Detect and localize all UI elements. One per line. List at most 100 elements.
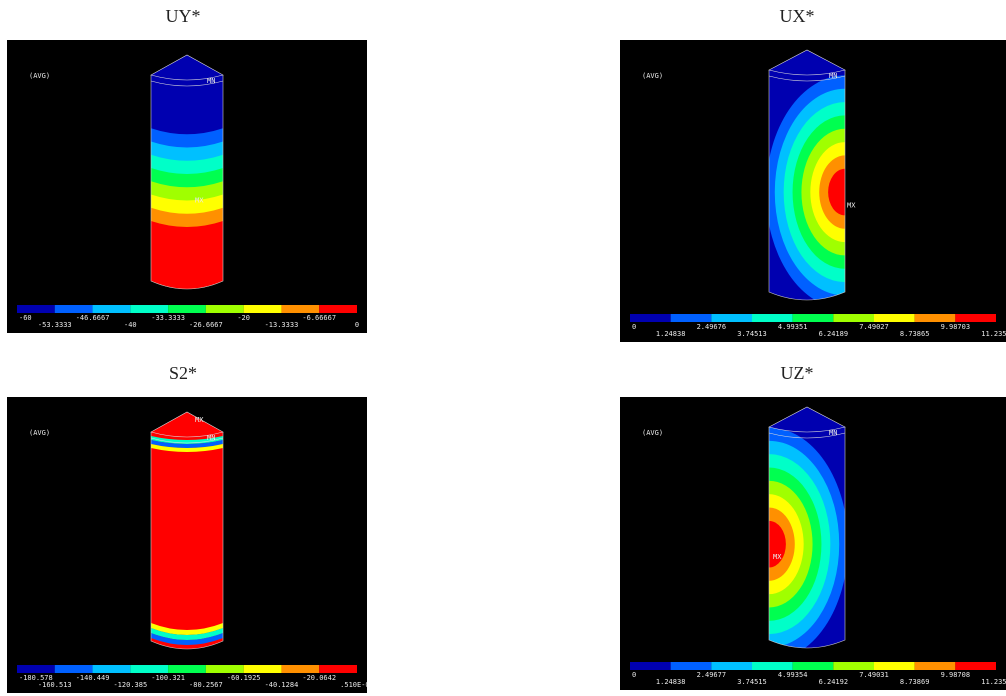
legend-swatch: [792, 314, 834, 322]
legend-label: -33.3333: [151, 314, 185, 322]
legend-label: 9.98708: [941, 671, 971, 679]
legend-swatch: [630, 662, 671, 670]
legend-label: 8.73865: [900, 330, 930, 338]
avg-label: (AVG): [642, 429, 663, 437]
contour-plot: (AVG) MN MX 0 1.24838 2.49677 3.74515 4.99354 6.…: [620, 397, 1006, 690]
legend-swatch: [955, 314, 996, 322]
min-marker: MN: [829, 72, 837, 80]
legend-swatch: [281, 665, 320, 673]
legend-label: 0: [355, 321, 359, 329]
cylinder-ring: [150, 437, 224, 444]
contour-band: [151, 623, 223, 635]
legend-swatch: [92, 665, 131, 673]
legend-swatch: [243, 305, 282, 313]
legend-swatch: [17, 665, 55, 673]
legend-swatch: [914, 314, 956, 322]
legend-swatch: [168, 305, 206, 313]
legend-swatch: [833, 314, 874, 322]
legend-swatch: [205, 665, 244, 673]
legend-swatch: [711, 662, 752, 670]
legend-label: 0: [632, 323, 636, 331]
legend-swatch: [833, 662, 874, 670]
legend-swatch: [130, 665, 169, 673]
avg-label: (AVG): [642, 72, 663, 80]
legend-swatch: [168, 665, 206, 673]
legend-label: -180.578: [19, 674, 53, 682]
legend-label: 3.74515: [737, 678, 767, 686]
panel-title: UZ*: [780, 363, 814, 383]
panel-title: S2*: [168, 363, 197, 383]
contour-band: [151, 432, 223, 649]
legend-label: -100.321: [151, 674, 185, 682]
contour-plot: (AVG) MN MX -60 -53.3333 -46.6667 -40 -33.3333 -…: [7, 40, 367, 333]
cylinder-outline: [768, 427, 846, 649]
legend-swatch: [54, 665, 93, 673]
legend-label: -60: [19, 314, 32, 322]
contour-plot: (AVG) MN MX 0 1.24838 2.49676 3.74513 4.99351 6.…: [620, 40, 1006, 342]
legend-label: 1.24838: [656, 330, 686, 338]
max-marker: MX: [847, 202, 856, 210]
legend-label: -40: [124, 321, 137, 329]
legend-swatch: [319, 305, 357, 313]
legend-label: -46.6667: [76, 314, 110, 322]
legend-swatch: [955, 662, 996, 670]
max-marker: MX: [773, 553, 782, 561]
legend-label: -6.66667: [302, 314, 336, 322]
legend-label: -20: [237, 314, 250, 322]
contour-band: [769, 507, 795, 581]
legend-label: 1.24838: [656, 678, 686, 686]
max-marker: MX: [195, 197, 204, 205]
cylinder-outline: [150, 75, 224, 290]
contour-band: [819, 155, 845, 229]
legend-label: -13.3333: [265, 321, 299, 329]
legend-swatch: [752, 662, 793, 670]
legend-swatch: [243, 665, 282, 673]
avg-label: (AVG): [29, 72, 50, 80]
legend-label: 2.49677: [697, 671, 727, 679]
contour-band: [151, 633, 223, 645]
legend-label: -20.0642: [302, 674, 336, 682]
contour-band: [151, 221, 223, 289]
legend-label: -160.513: [38, 681, 72, 689]
legend-label: 4.99354: [778, 671, 808, 679]
cylinder-body: [151, 75, 223, 289]
legend-label: 6.24192: [819, 678, 849, 686]
min-marker: MN: [829, 429, 837, 437]
legend-label: 2.49676: [697, 323, 727, 331]
legend-swatch: [670, 314, 712, 322]
cylinder-body: [769, 427, 845, 648]
contour-band: [151, 444, 223, 452]
cylinder-ring: [768, 432, 846, 439]
legend-label: 7.49031: [859, 671, 889, 679]
legend-swatch: [281, 305, 320, 313]
legend-label: 11.2355: [981, 678, 1006, 686]
contour-band: [151, 628, 223, 640]
legend-swatch: [630, 314, 671, 322]
legend-label: 11.2354: [981, 330, 1006, 338]
legend-label: -40.1284: [265, 681, 299, 689]
legend-label: -60.1925: [227, 674, 261, 682]
legend-label: -140.449: [76, 674, 110, 682]
contour-plot: (AVG) MN MX -180.578-160.513 -140.449-120.38…: [7, 397, 367, 693]
legend-label: -120.385: [113, 681, 147, 689]
legend-label: 4.99351: [778, 323, 808, 331]
legend-label: -80.2567: [189, 681, 223, 689]
legend-label: 3.74513: [737, 330, 767, 338]
legend-swatch: [92, 305, 131, 313]
legend-swatch: [319, 665, 357, 673]
legend-label: 7.49027: [859, 323, 889, 331]
legend-label: -53.3333: [38, 321, 72, 329]
legend-swatch: [874, 314, 915, 322]
legend-swatch: [874, 662, 915, 670]
legend-swatch: [54, 305, 93, 313]
legend-swatch: [130, 305, 169, 313]
legend-swatch: [17, 305, 55, 313]
max-marker: MX: [195, 416, 204, 424]
min-marker: MN: [207, 77, 215, 85]
legend-swatch: [205, 305, 244, 313]
legend-swatch: [792, 662, 834, 670]
contour-band: [828, 168, 845, 216]
cylinder-outline: [150, 432, 224, 650]
legend-label: 6.24189: [819, 330, 849, 338]
panel-title: UX*: [779, 6, 815, 26]
